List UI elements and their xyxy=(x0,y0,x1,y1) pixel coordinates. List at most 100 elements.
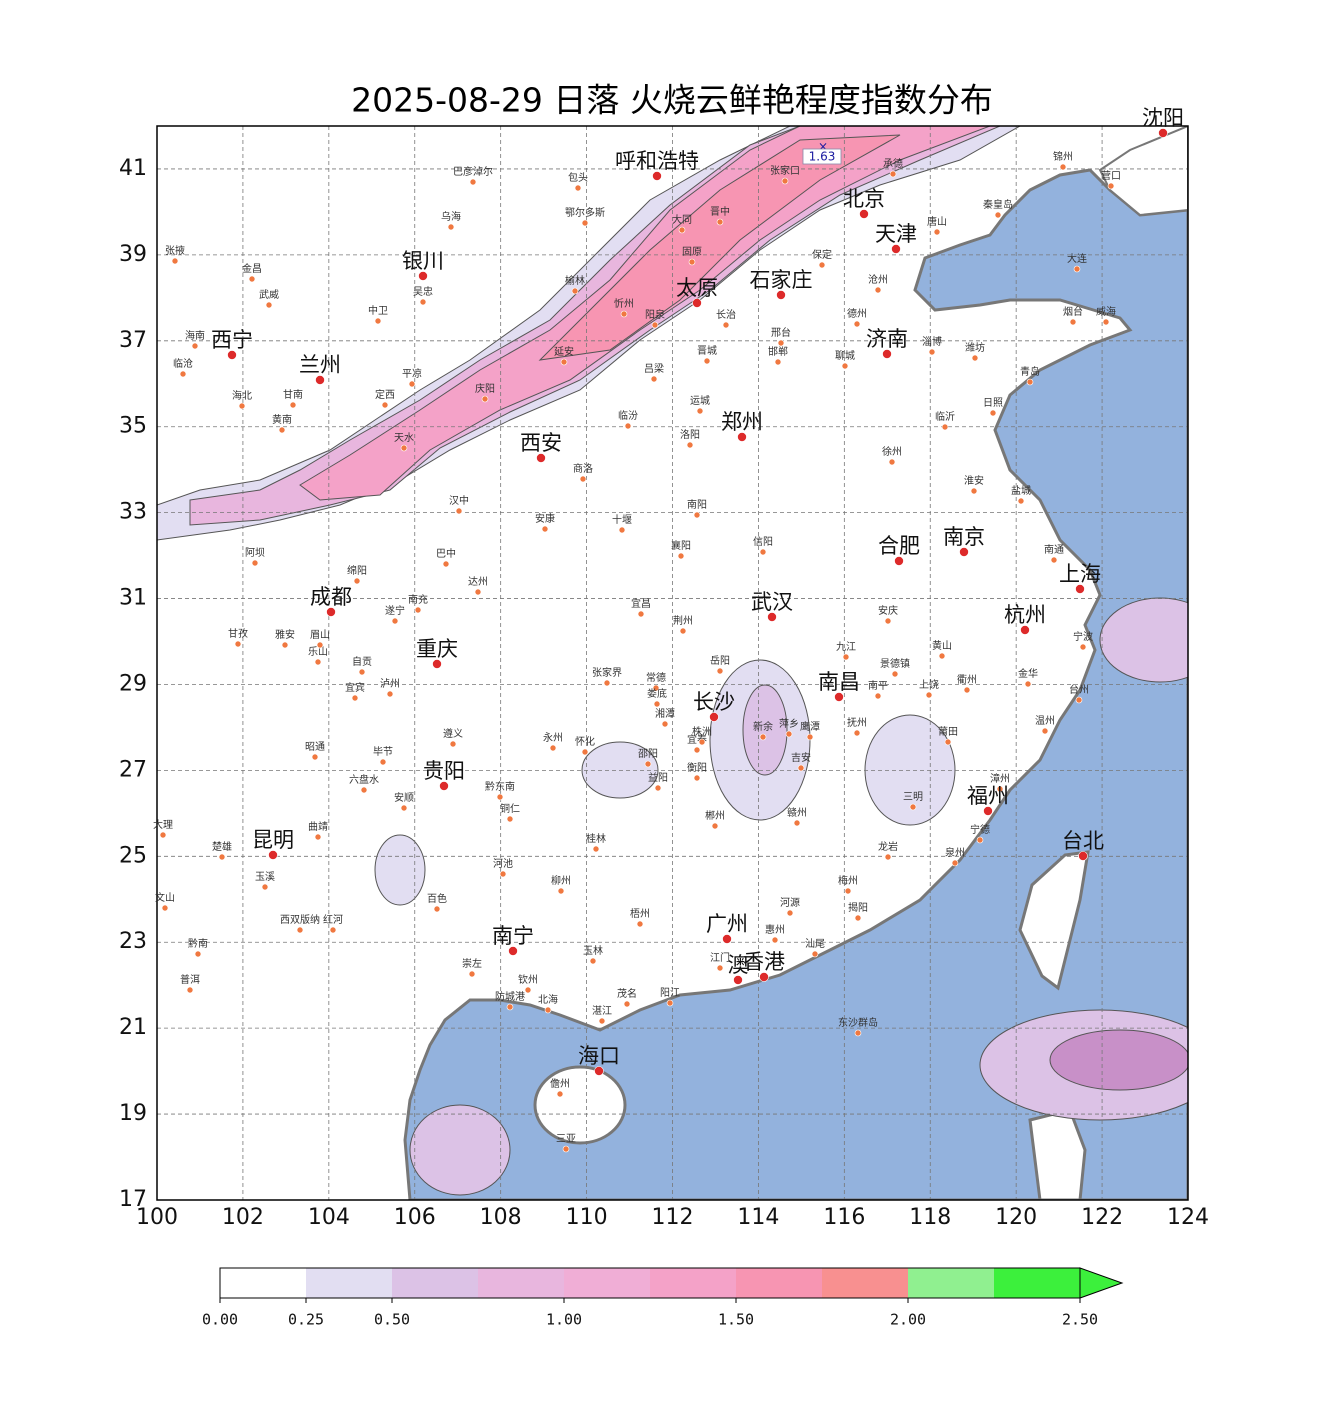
minor-city-label: 达州 xyxy=(468,576,488,588)
city-dot xyxy=(374,317,382,325)
minor-city-label: 永州 xyxy=(543,731,563,744)
minor-city-label: 钦州 xyxy=(518,974,538,986)
minor-city-label: 九江 xyxy=(836,641,856,653)
city-dot xyxy=(469,178,477,186)
city-dot xyxy=(652,171,662,181)
city-dot xyxy=(970,487,978,495)
city-dot xyxy=(889,170,897,178)
city-dot xyxy=(703,357,711,365)
x-tick-label: 102 xyxy=(222,1205,264,1230)
minor-city-label: 庆阳 xyxy=(475,382,495,395)
city-dot xyxy=(951,859,959,867)
minor-city-label: 宜宾 xyxy=(345,681,365,694)
minor-city-label: 防城港 xyxy=(495,990,525,1003)
minor-city-label: 沧州 xyxy=(868,273,888,286)
city-dot xyxy=(556,1090,564,1098)
city-dot xyxy=(666,999,674,1007)
x-tick-label: 114 xyxy=(737,1205,779,1230)
minor-city-label: 烟台 xyxy=(1063,305,1083,318)
city-dot xyxy=(959,547,969,557)
city-dot xyxy=(379,758,387,766)
city-dot xyxy=(841,362,849,370)
city-dot xyxy=(408,380,416,388)
minor-city-label: 荆州 xyxy=(673,614,693,627)
minor-city-label: 平凉 xyxy=(402,367,422,380)
city-dot xyxy=(677,552,685,560)
city-dot xyxy=(698,738,706,746)
city-dot xyxy=(414,606,422,614)
minor-city-label: 遂宁 xyxy=(385,604,405,617)
city-dot xyxy=(693,746,701,754)
y-tick-label: 21 xyxy=(119,1015,147,1040)
major-city-label: 北京 xyxy=(843,187,885,211)
city-dot xyxy=(994,211,1002,219)
minor-city-label: 邯郸 xyxy=(768,345,788,358)
major-city-label: 西安 xyxy=(520,431,562,455)
x-tick-label: 116 xyxy=(823,1205,865,1230)
major-city-label: 西宁 xyxy=(211,328,253,352)
minor-city-label: 淮安 xyxy=(964,474,984,487)
major-city-label: 上海 xyxy=(1059,562,1101,586)
city-dot xyxy=(433,905,441,913)
major-city-label: 南京 xyxy=(943,525,985,549)
minor-city-label: 巴彦淖尔 xyxy=(453,165,493,178)
minor-city-label: 安康 xyxy=(535,512,555,525)
minor-city-label: 漳州 xyxy=(990,772,1010,785)
city-dot xyxy=(928,348,936,356)
city-dot xyxy=(1026,378,1034,386)
minor-city-label: 雅安 xyxy=(275,628,295,641)
city-dot xyxy=(733,975,743,985)
colorbar-segment xyxy=(994,1268,1080,1298)
city-dot xyxy=(637,610,645,618)
map-frame xyxy=(156,125,1189,1201)
city-dot xyxy=(653,700,661,708)
city-dot xyxy=(386,690,394,698)
minor-city-label: 衡阳 xyxy=(687,762,707,774)
city-dot xyxy=(686,441,694,449)
minor-city-label: 邵阳 xyxy=(638,748,658,760)
city-dot xyxy=(418,271,428,281)
major-city-label: 成都 xyxy=(310,585,352,609)
city-dot xyxy=(925,691,933,699)
minor-city-label: 文山 xyxy=(155,891,175,904)
minor-city-label: 邢台 xyxy=(771,326,791,339)
minor-city-label: 衢州 xyxy=(957,674,977,686)
city-dot xyxy=(989,409,997,417)
minor-city-label: 日照 xyxy=(983,397,1003,409)
colorbar-frame xyxy=(219,1267,1081,1299)
major-city-label: 南昌 xyxy=(818,670,860,694)
minor-city-label: 河源 xyxy=(780,896,800,909)
minor-city-label: 上饶 xyxy=(919,678,939,691)
minor-city-label: 定西 xyxy=(375,388,395,401)
major-city-label: 兰州 xyxy=(299,353,341,377)
city-dot xyxy=(891,244,901,254)
city-dot xyxy=(571,287,579,295)
city-dot xyxy=(314,658,322,666)
y-tick-label: 41 xyxy=(119,156,147,181)
minor-city-label: 娄底 xyxy=(647,687,667,700)
major-city-label: 贵阳 xyxy=(423,759,465,783)
city-dot xyxy=(623,1000,631,1008)
minor-city-label: 怀化 xyxy=(575,735,595,748)
city-dot xyxy=(971,354,979,362)
city-dot xyxy=(1079,643,1087,651)
minor-city-label: 承德 xyxy=(883,157,903,170)
city-dot xyxy=(353,577,361,585)
minor-city-label: 宜昌 xyxy=(631,597,651,610)
minor-city-label: 阳江 xyxy=(660,987,680,999)
major-city-label: 郑州 xyxy=(721,410,763,434)
minor-city-label: 大连 xyxy=(1067,252,1087,265)
city-dot xyxy=(644,760,652,768)
x-tick-label: 104 xyxy=(308,1205,350,1230)
minor-city-label: 榆林 xyxy=(565,274,585,287)
minor-city-label: 萍乡 xyxy=(779,718,799,730)
max-marker-label: 1.63 xyxy=(809,150,836,164)
city-dot xyxy=(218,853,226,861)
city-dot xyxy=(238,402,246,410)
minor-city-label: 景德镇 xyxy=(880,657,910,670)
city-dot xyxy=(853,320,861,328)
city-dot xyxy=(774,358,782,366)
major-city-label: 沈阳 xyxy=(1142,106,1184,130)
city-dot xyxy=(884,853,892,861)
